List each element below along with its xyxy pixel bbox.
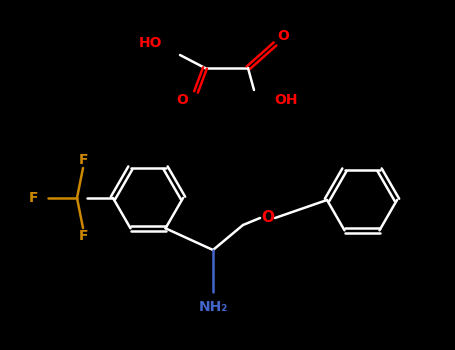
Text: F: F [78,229,88,243]
Text: F: F [29,191,38,205]
Text: O: O [176,93,188,107]
Text: HO: HO [138,36,162,50]
Text: NH₂: NH₂ [198,300,228,314]
Text: O: O [262,210,274,225]
Text: F: F [78,153,88,167]
Text: O: O [277,29,289,43]
Text: OH: OH [274,93,298,107]
